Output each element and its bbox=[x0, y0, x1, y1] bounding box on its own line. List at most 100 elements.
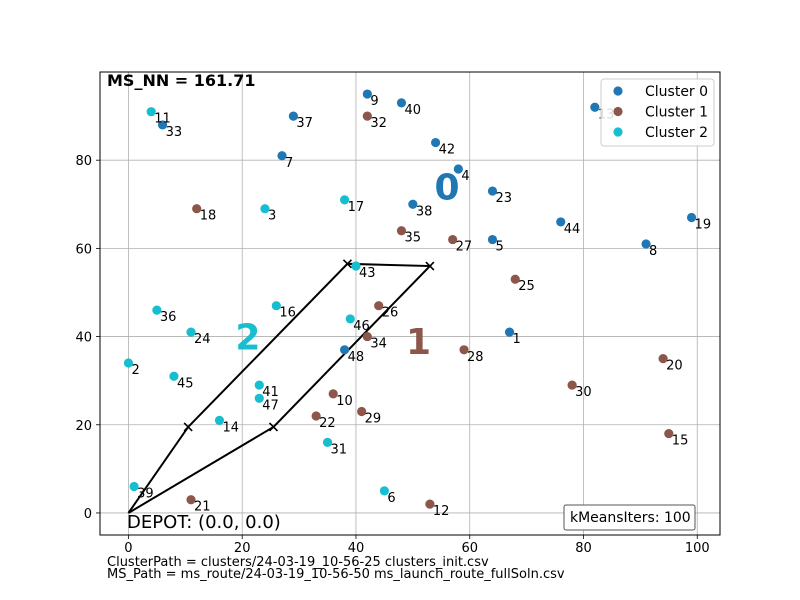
data-point bbox=[396, 98, 407, 108]
data-point bbox=[487, 234, 498, 245]
point-label: 24 bbox=[194, 332, 211, 347]
route-path bbox=[127, 259, 435, 514]
route-line bbox=[127, 262, 433, 514]
point-label: 29 bbox=[365, 412, 382, 427]
x-tick-label: 80 bbox=[575, 541, 592, 556]
x-tick-label: 0 bbox=[124, 541, 132, 556]
data-point bbox=[590, 102, 600, 112]
data-point bbox=[288, 111, 298, 121]
data-point bbox=[641, 239, 651, 249]
point-label: 6 bbox=[387, 491, 395, 506]
data-point bbox=[146, 107, 156, 117]
x-marker-stroke bbox=[268, 422, 279, 432]
data-point bbox=[277, 151, 287, 161]
data-point bbox=[192, 204, 202, 214]
data-point bbox=[357, 406, 367, 417]
x-tick-label: 100 bbox=[685, 541, 710, 556]
data-point bbox=[186, 327, 196, 337]
chart-title: MS_NN = 161.71 bbox=[107, 71, 256, 90]
data-point bbox=[260, 204, 270, 214]
cluster-label: 1 bbox=[406, 322, 431, 363]
legend: Cluster 0 Cluster 1 Cluster 2 bbox=[600, 78, 715, 147]
route-waypoint-marker bbox=[183, 422, 193, 432]
data-point bbox=[567, 380, 577, 390]
point-label: 41 bbox=[262, 385, 279, 400]
data-point bbox=[425, 499, 435, 509]
x-marker-stroke bbox=[342, 259, 352, 269]
data-point bbox=[214, 415, 225, 425]
point-label: 25 bbox=[518, 279, 535, 294]
point-label: 10 bbox=[336, 394, 353, 409]
data-point bbox=[379, 486, 390, 496]
legend-marker bbox=[613, 106, 623, 117]
route-waypoint-marker bbox=[268, 422, 279, 432]
point-label: 39 bbox=[137, 486, 154, 501]
info-box: kMeansIters: 100 bbox=[563, 504, 696, 531]
data-point bbox=[123, 358, 134, 368]
data-point bbox=[339, 195, 350, 205]
point-label: 17 bbox=[348, 200, 365, 215]
point-label: 12 bbox=[433, 504, 450, 519]
point-label: 45 bbox=[177, 376, 194, 391]
x-tick-label: 40 bbox=[348, 541, 365, 556]
legend-label: Cluster 1 bbox=[645, 105, 708, 121]
cluster-path-text: ClusterPath = clusters/24-03-19_10-56-25… bbox=[107, 555, 489, 570]
point-label: 4 bbox=[461, 169, 469, 184]
x-tick-label: 60 bbox=[461, 541, 478, 556]
y-tick-label: 20 bbox=[75, 419, 92, 434]
data-point bbox=[504, 327, 515, 337]
x-marker-stroke bbox=[183, 422, 193, 432]
point-label: 30 bbox=[575, 385, 592, 400]
data-point bbox=[396, 226, 407, 236]
point-label: 28 bbox=[467, 350, 484, 365]
cluster-label: 2 bbox=[235, 318, 260, 359]
data-point bbox=[328, 389, 338, 399]
cluster-labels: 0 1 2 bbox=[235, 168, 459, 363]
grid-lines bbox=[100, 72, 720, 535]
data-point bbox=[129, 481, 139, 492]
point-label: 38 bbox=[416, 204, 433, 219]
data-point bbox=[311, 411, 321, 421]
data-point bbox=[686, 212, 697, 223]
data-point bbox=[448, 234, 458, 245]
point-label: 5 bbox=[495, 240, 503, 255]
point-label: 7 bbox=[285, 156, 293, 171]
data-point bbox=[322, 437, 333, 447]
data-point bbox=[374, 301, 384, 311]
data-point bbox=[658, 354, 668, 364]
point-label: 42 bbox=[439, 143, 456, 158]
x-marker-stroke bbox=[425, 261, 435, 271]
point-label: 2 bbox=[131, 363, 139, 378]
ms-path-text: MS_Path = ms_route/24-03-19_10-56-50 ms_… bbox=[107, 567, 565, 582]
data-point bbox=[254, 380, 264, 390]
point-label: 27 bbox=[456, 240, 473, 255]
plot-frame bbox=[99, 71, 721, 536]
data-point bbox=[510, 274, 520, 284]
data-point bbox=[351, 261, 361, 271]
data-point bbox=[152, 305, 162, 315]
data-point bbox=[487, 186, 498, 196]
point-label: 3 bbox=[268, 209, 276, 224]
point-label: 16 bbox=[279, 306, 296, 321]
point-label: 19 bbox=[695, 218, 712, 233]
point-label: 44 bbox=[564, 222, 581, 237]
info-box-frame bbox=[563, 504, 696, 531]
route-waypoint-marker bbox=[342, 259, 352, 269]
data-point bbox=[664, 428, 674, 439]
point-label: 34 bbox=[370, 337, 387, 352]
point-label: 20 bbox=[666, 359, 683, 374]
data-point bbox=[169, 371, 179, 381]
y-tick-label: 80 bbox=[75, 154, 92, 169]
data-point bbox=[362, 111, 372, 121]
point-label: 1 bbox=[513, 332, 521, 347]
info-box-text: kMeansIters: 100 bbox=[570, 510, 691, 526]
point-label: 48 bbox=[348, 350, 365, 365]
point-label: 9 bbox=[370, 94, 378, 109]
data-point bbox=[186, 495, 196, 505]
cluster-label: 0 bbox=[434, 168, 459, 209]
plot-area bbox=[100, 72, 720, 535]
data-point bbox=[362, 89, 372, 99]
point-label: 37 bbox=[296, 116, 313, 131]
y-tick-label: 60 bbox=[75, 242, 92, 257]
